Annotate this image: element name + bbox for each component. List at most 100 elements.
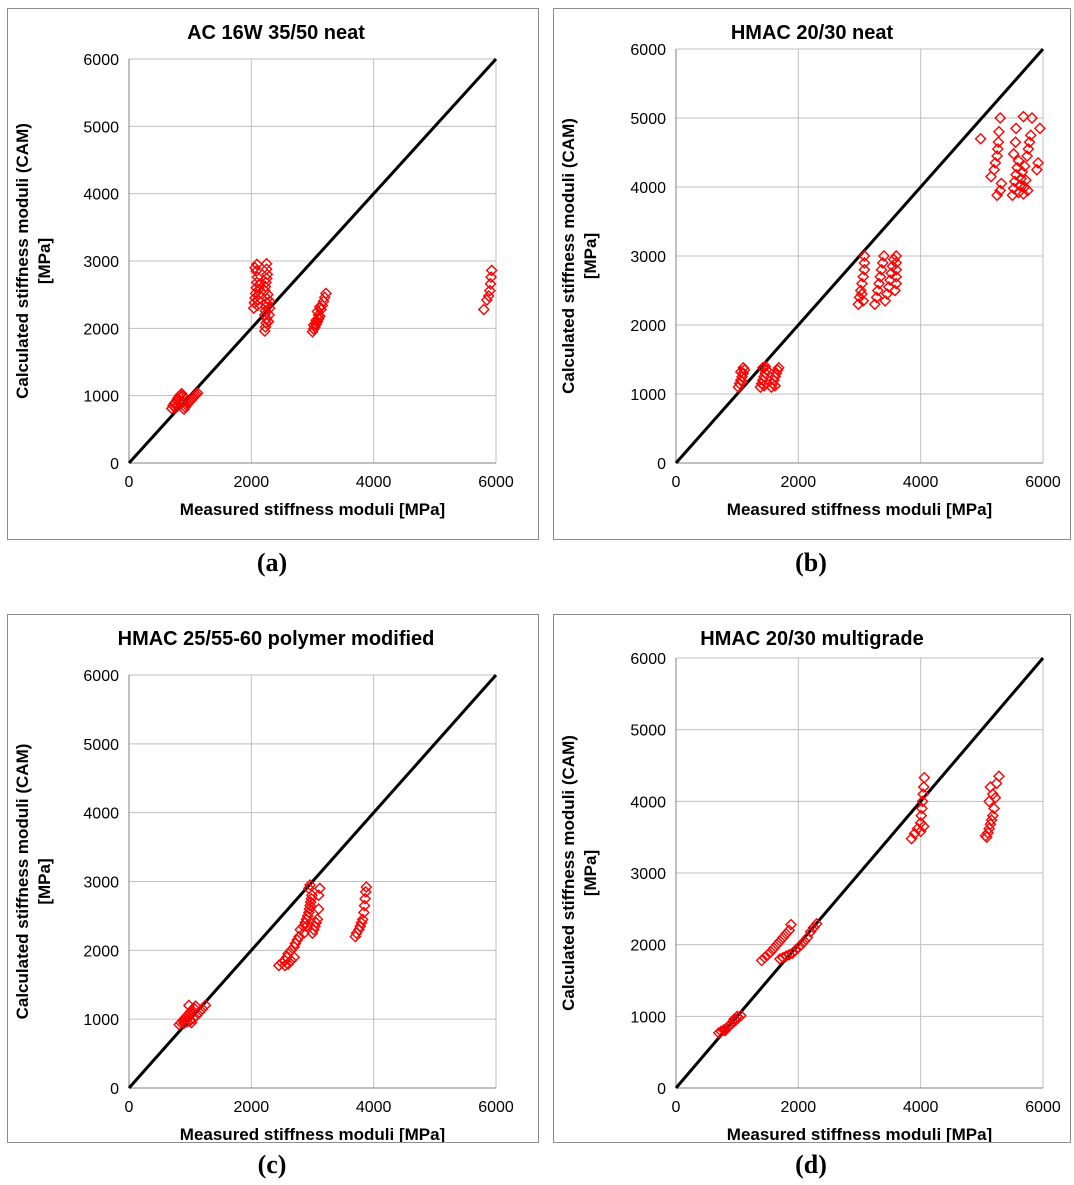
data-point (1017, 187, 1030, 200)
x-tick-label: 2000 (781, 474, 817, 491)
data-point (810, 917, 823, 930)
data-point (349, 930, 362, 943)
data-point (857, 294, 870, 307)
data-point (187, 1012, 200, 1025)
data-point (767, 374, 780, 387)
y-tick-label: 2000 (630, 938, 666, 955)
chart-a: 0 2000 4000 6000 0 1000 2000 3000 4000 5000 6000 AC… (13, 22, 514, 519)
x-axis-label: Measured stiffness moduli [MPa] (727, 500, 992, 519)
data-point (887, 253, 900, 266)
y-tick-label: 2000 (630, 318, 666, 335)
data-point (881, 287, 894, 300)
data-point (868, 298, 881, 311)
data-point (308, 920, 321, 933)
data-point (193, 1006, 206, 1019)
data-point (988, 163, 1001, 176)
data-point (890, 263, 903, 276)
data-point (1006, 189, 1019, 202)
y-tick-label: 3000 (630, 249, 666, 266)
chart-title: AC 16W 35/50 neat (187, 22, 365, 44)
y-tick-label: 5000 (83, 119, 119, 136)
data-point (760, 363, 773, 376)
data-point (758, 951, 771, 964)
data-point (1032, 156, 1045, 169)
data-point (917, 820, 930, 833)
x-tick-label: 6000 (478, 1099, 514, 1116)
data-point (282, 958, 295, 971)
data-point (319, 287, 332, 300)
data-point (733, 377, 746, 390)
data-point (871, 284, 884, 297)
data-point (311, 305, 324, 318)
data-point (251, 299, 264, 312)
data-point (196, 1002, 209, 1015)
data-point (777, 951, 790, 964)
y-tick-label: 0 (657, 456, 666, 473)
data-point (888, 284, 901, 297)
data-point (988, 802, 1001, 815)
x-tick-label: 2000 (234, 474, 270, 491)
caption-c: (c) (257, 1150, 287, 1179)
data-point (915, 802, 928, 815)
data-point (807, 921, 820, 934)
data-point (994, 112, 1007, 124)
data-point (772, 361, 785, 374)
data-point (354, 920, 367, 933)
data-point (759, 360, 772, 373)
data-point (725, 1017, 738, 1030)
data-point (191, 386, 204, 399)
data-point (310, 916, 323, 929)
chart-c: 0 2000 4000 6000 0 1000 2000 3000 4000 5000 6000 HM… (13, 628, 514, 1142)
x-tick-label: 6000 (1025, 474, 1061, 491)
data-point (777, 931, 790, 944)
data-point (252, 294, 265, 307)
data-point (312, 889, 325, 902)
y-tick-label: 3000 (83, 875, 119, 892)
x-axis-label: Measured stiffness moduli [MPa] (180, 500, 445, 519)
data-point (917, 788, 930, 801)
x-tick-label: 4000 (903, 1099, 939, 1116)
y-tick-label: 0 (110, 1081, 119, 1098)
data-point (780, 950, 793, 963)
data-point (890, 270, 903, 283)
chart-d: 0 2000 4000 6000 0 1000 2000 3000 4000 5000 6000 HM… (559, 628, 1061, 1142)
data-point (991, 143, 1004, 156)
chart-title: HMAC 25/55-60 polymer modified (118, 628, 435, 650)
data-point (302, 882, 315, 895)
data-point (712, 1026, 725, 1039)
data-point (1010, 122, 1023, 135)
data-point (288, 951, 301, 964)
data-point (992, 770, 1005, 783)
data-point (876, 256, 889, 269)
data-point (484, 277, 497, 290)
data-point (1009, 136, 1022, 149)
data-point (306, 927, 319, 940)
data-point (875, 263, 888, 276)
data-point (852, 298, 865, 311)
data-point (260, 257, 273, 270)
data-point (1012, 154, 1025, 167)
data-point (262, 315, 275, 328)
x-tick-label: 2000 (234, 1099, 270, 1116)
data-point (992, 125, 1005, 138)
data-point (989, 791, 1002, 804)
x-tick-label: 4000 (356, 1099, 392, 1116)
data-point (1021, 184, 1034, 197)
y-axis-label: Calculated stiffness moduli (CAM) [MPa] (13, 744, 54, 1020)
data-point (359, 892, 372, 905)
data-point (731, 1010, 744, 1023)
data-point (870, 291, 883, 304)
data-point (879, 294, 892, 307)
data-point (1021, 149, 1034, 162)
data-point (770, 938, 783, 951)
data-point (250, 258, 263, 271)
data-point (199, 999, 212, 1012)
data-point (169, 401, 182, 414)
chart-title: HMAC 20/30 multigrade (700, 628, 923, 650)
data-point (890, 250, 903, 262)
data-point (718, 1024, 731, 1037)
data-point (736, 375, 749, 388)
caption-b: (b) (795, 548, 827, 577)
data-point (1024, 129, 1037, 142)
data-point (1019, 174, 1032, 187)
